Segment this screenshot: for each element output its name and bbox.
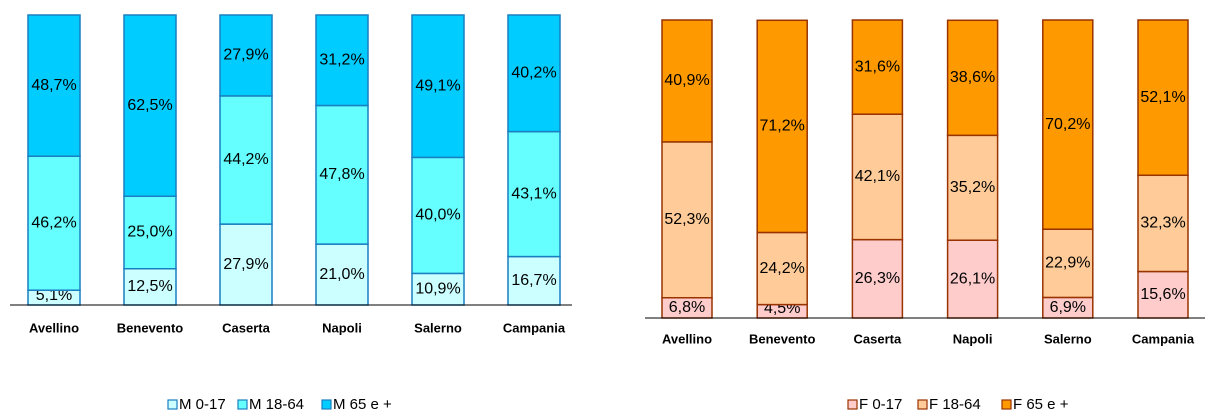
- bar-segment: [1137, 19, 1189, 177]
- x-tick-label: Salerno: [1044, 331, 1092, 346]
- data-label: 71,2%: [760, 118, 805, 135]
- legend-label: F 18-64: [929, 396, 981, 413]
- bar-segment: [1137, 174, 1189, 273]
- data-label: 16,7%: [511, 272, 556, 289]
- data-label: 15,6%: [1140, 286, 1185, 303]
- bar-segment: [507, 130, 561, 258]
- x-tick-label: Caserta: [222, 320, 270, 335]
- data-label: 42,1%: [855, 168, 900, 185]
- legend-label: F 65 e +: [1013, 396, 1069, 413]
- legend-swatch: [237, 399, 248, 410]
- data-label: 40,0%: [415, 207, 460, 224]
- legend-label: M 18-64: [249, 396, 304, 413]
- bar-segment: [219, 95, 273, 225]
- bar-segment: [507, 255, 561, 306]
- data-label: 35,2%: [950, 179, 995, 196]
- data-label: 25,0%: [127, 224, 172, 241]
- data-label: 26,1%: [950, 270, 995, 287]
- bar-segment: [946, 134, 999, 241]
- legend-swatch: [847, 399, 858, 410]
- data-label: 24,2%: [760, 260, 805, 277]
- bar-segment: [27, 155, 81, 291]
- bar-segment: [315, 14, 369, 107]
- bar-segment: [756, 231, 808, 306]
- data-label: 32,3%: [1140, 215, 1185, 232]
- data-label: 6,9%: [1050, 299, 1086, 316]
- x-tick-label: Campania: [1132, 331, 1195, 346]
- data-label: 31,6%: [855, 58, 900, 75]
- legend-swatch: [167, 399, 178, 410]
- x-tick-label: Caserta: [854, 331, 902, 346]
- data-label: 47,8%: [319, 166, 364, 183]
- legend-label: M 65 e +: [333, 396, 392, 413]
- data-label: 21,0%: [319, 266, 364, 283]
- legend-swatch: [917, 399, 928, 410]
- data-label: 27,9%: [223, 47, 268, 64]
- bar-segment: [851, 113, 904, 241]
- legend-swatch: [1001, 399, 1012, 410]
- bar-segment: [1042, 228, 1094, 299]
- bar-segment: [1042, 19, 1094, 230]
- bar-segment: [756, 19, 808, 234]
- data-label: 38,6%: [950, 69, 995, 86]
- legend-label: M 0-17: [179, 396, 226, 413]
- data-label: 70,2%: [1045, 116, 1090, 133]
- data-label: 40,9%: [664, 72, 709, 89]
- x-tick-label: Benevento: [749, 331, 816, 346]
- legend-swatch: [321, 399, 332, 410]
- data-label: 44,2%: [223, 151, 268, 168]
- data-label: 22,9%: [1045, 255, 1090, 272]
- x-tick-label: Avellino: [662, 331, 712, 346]
- data-label: 31,2%: [319, 51, 364, 68]
- data-label: 12,5%: [127, 278, 172, 295]
- x-tick-label: Napoli: [322, 320, 362, 335]
- legend-label: F 0-17: [859, 396, 902, 413]
- bar-segment: [315, 104, 369, 245]
- bar-segment: [661, 19, 713, 143]
- data-label: 43,1%: [511, 185, 556, 202]
- data-label: 62,5%: [127, 97, 172, 114]
- bar-segment: [27, 14, 81, 157]
- data-label: 27,9%: [223, 256, 268, 273]
- x-tick-label: Napoli: [953, 331, 993, 346]
- data-label: 52,1%: [1140, 89, 1185, 106]
- bar-segment: [851, 19, 904, 115]
- bar-segment: [411, 156, 465, 275]
- data-label: 10,9%: [415, 280, 460, 297]
- data-label: 6,8%: [669, 299, 705, 316]
- x-tick-label: Campania: [503, 320, 566, 335]
- data-label: 52,3%: [664, 211, 709, 228]
- bar-segment: [123, 14, 177, 197]
- data-label: 5,1%: [36, 287, 72, 304]
- data-label: 40,2%: [511, 65, 556, 82]
- x-tick-label: Benevento: [117, 320, 184, 335]
- x-tick-label: Avellino: [29, 320, 79, 335]
- bar-segment: [946, 239, 999, 319]
- data-label: 26,3%: [855, 270, 900, 287]
- bar-segment: [507, 14, 561, 133]
- bar-segment: [315, 243, 369, 306]
- bar-segment: [946, 19, 999, 137]
- data-label: 46,2%: [31, 214, 76, 231]
- bar-segment: [661, 141, 713, 299]
- data-label: 48,7%: [31, 77, 76, 94]
- data-label: 49,1%: [415, 77, 460, 94]
- bar-segment: [219, 14, 273, 97]
- bar-segment: [411, 14, 465, 159]
- x-tick-label: Salerno: [414, 320, 462, 335]
